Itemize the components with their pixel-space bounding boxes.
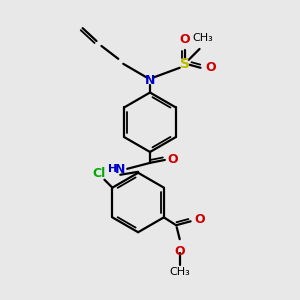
Text: Cl: Cl: [92, 167, 105, 180]
Text: N: N: [115, 163, 125, 176]
Text: H: H: [108, 164, 117, 174]
Text: S: S: [180, 57, 190, 71]
Text: O: O: [195, 213, 205, 226]
Text: CH₃: CH₃: [169, 267, 190, 277]
Text: CH₃: CH₃: [192, 33, 213, 43]
Text: O: O: [179, 33, 190, 46]
Text: O: O: [174, 245, 185, 258]
Text: N: N: [145, 74, 155, 87]
Text: O: O: [168, 153, 178, 167]
Text: O: O: [206, 61, 216, 74]
